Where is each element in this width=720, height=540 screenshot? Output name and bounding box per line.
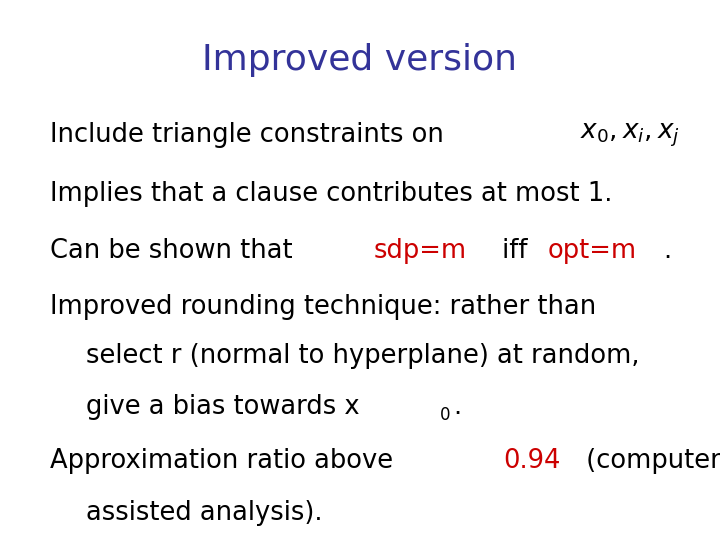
- Text: Implies that a clause contributes at most 1.: Implies that a clause contributes at mos…: [50, 181, 613, 207]
- Text: .: .: [453, 394, 461, 420]
- Text: Improved rounding technique: rather than: Improved rounding technique: rather than: [50, 294, 597, 320]
- Text: sdp=m: sdp=m: [374, 238, 467, 264]
- Text: select r (normal to hyperplane) at random,: select r (normal to hyperplane) at rando…: [86, 343, 640, 369]
- Text: assisted analysis).: assisted analysis).: [86, 500, 323, 525]
- Text: 0: 0: [439, 406, 450, 424]
- Text: Include triangle constraints on: Include triangle constraints on: [50, 122, 461, 147]
- Text: 0.94: 0.94: [503, 448, 561, 474]
- Text: $x_0, x_i, x_j$: $x_0, x_i, x_j$: [580, 122, 680, 149]
- Text: Can be shown that: Can be shown that: [50, 238, 301, 264]
- Text: Approximation ratio above: Approximation ratio above: [50, 448, 402, 474]
- Text: give a bias towards x: give a bias towards x: [86, 394, 360, 420]
- Text: opt=m: opt=m: [548, 238, 637, 264]
- Text: Improved version: Improved version: [202, 43, 518, 77]
- Text: .: .: [663, 238, 671, 264]
- Text: (computer: (computer: [577, 448, 720, 474]
- Text: iff: iff: [494, 238, 536, 264]
